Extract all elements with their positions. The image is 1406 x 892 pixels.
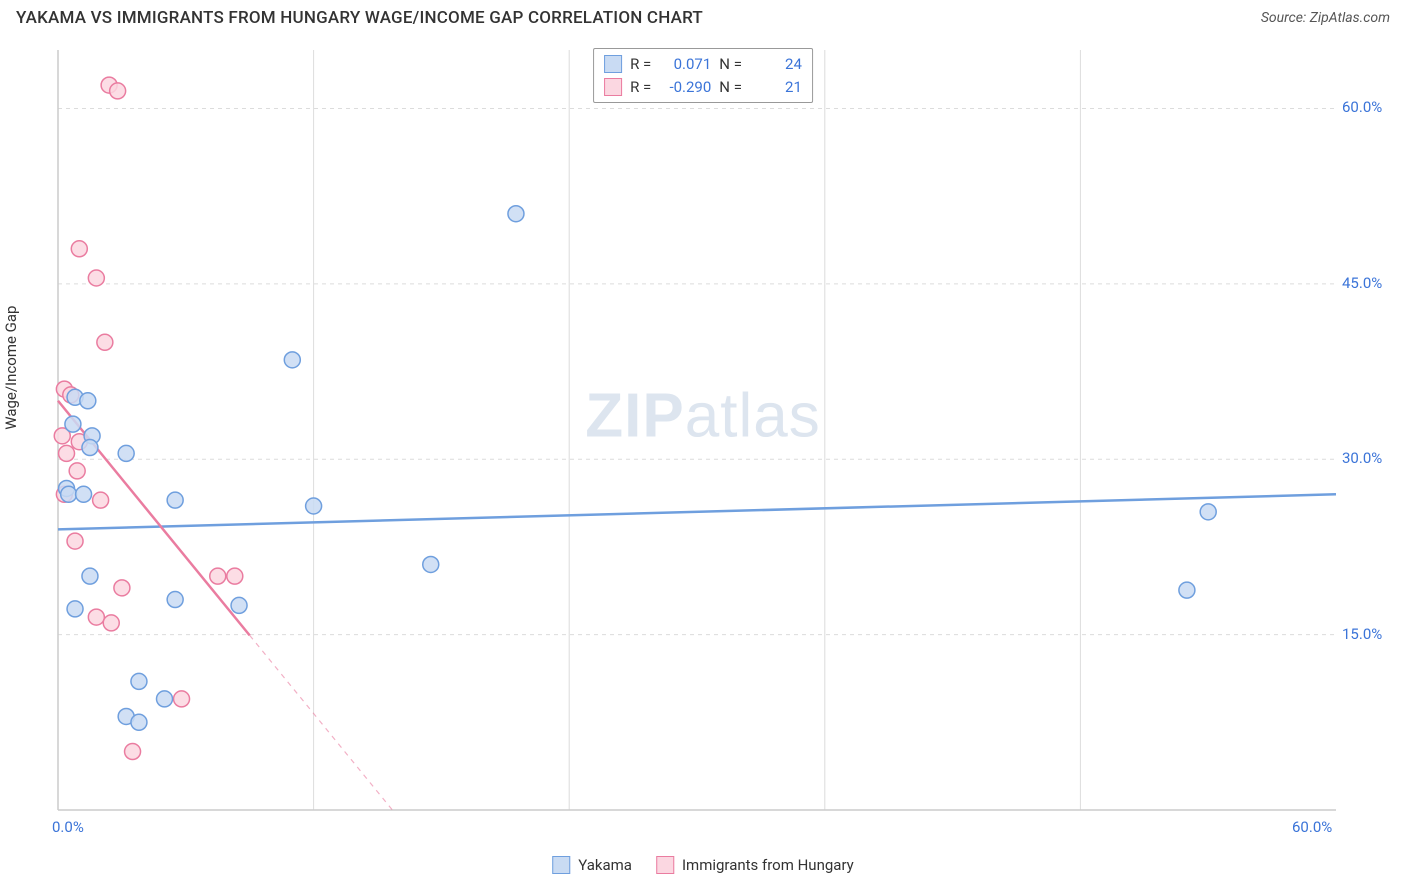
data-point-yakama — [82, 440, 98, 456]
data-point-yakama — [131, 673, 147, 689]
r-label: R = — [630, 53, 651, 76]
r-label-2: R = — [630, 76, 651, 99]
y-tick-label: 60.0% — [1342, 98, 1382, 116]
data-point-yakama — [80, 393, 96, 409]
data-point-hungary — [103, 615, 119, 631]
n-label-2: N = — [719, 76, 742, 99]
data-point-yakama — [231, 597, 247, 613]
data-point-hungary — [93, 492, 109, 508]
data-point-hungary — [88, 270, 104, 286]
data-point-hungary — [227, 568, 243, 584]
data-point-yakama — [423, 556, 439, 572]
data-point-hungary — [125, 744, 141, 760]
data-point-yakama — [131, 714, 147, 730]
legend-label-hungary: Immigrants from Hungary — [682, 856, 854, 874]
data-point-hungary — [114, 580, 130, 596]
data-point-yakama — [82, 568, 98, 584]
data-point-yakama — [1179, 582, 1195, 598]
legend-swatch-hungary-b — [656, 856, 674, 874]
data-point-yakama — [118, 445, 134, 461]
n-value-1: 24 — [750, 53, 802, 76]
data-point-hungary — [97, 334, 113, 350]
data-point-hungary — [71, 241, 87, 257]
data-point-hungary — [67, 533, 83, 549]
data-point-yakama — [508, 206, 524, 222]
legend-item-hungary: Immigrants from Hungary — [656, 856, 854, 874]
chart-title: YAKAMA VS IMMIGRANTS FROM HUNGARY WAGE/I… — [16, 8, 703, 28]
legend-correlation-box: R = 0.071 N = 24 R = -0.290 N = 21 — [593, 48, 813, 103]
data-point-hungary — [174, 691, 190, 707]
legend-row-2: R = -0.290 N = 21 — [604, 76, 802, 99]
data-point-hungary — [59, 445, 75, 461]
y-tick-label: 15.0% — [1342, 625, 1382, 643]
x-tick-label: 60.0% — [1292, 818, 1332, 836]
y-tick-label: 30.0% — [1342, 449, 1382, 467]
data-point-yakama — [1200, 504, 1216, 520]
legend-swatch-hungary — [604, 78, 622, 96]
header: YAKAMA VS IMMIGRANTS FROM HUNGARY WAGE/I… — [0, 0, 1406, 32]
legend-row-1: R = 0.071 N = 24 — [604, 53, 802, 76]
data-point-yakama — [61, 486, 77, 502]
data-point-yakama — [306, 498, 322, 514]
data-point-yakama — [76, 486, 92, 502]
data-point-yakama — [157, 691, 173, 707]
data-point-hungary — [210, 568, 226, 584]
r-value-2: -0.290 — [659, 76, 711, 99]
legend-swatch-yakama — [604, 55, 622, 73]
data-point-yakama — [65, 416, 81, 432]
data-point-yakama — [284, 352, 300, 368]
legend-bottom: Yakama Immigrants from Hungary — [552, 856, 854, 874]
source-label: Source: ZipAtlas.com — [1261, 10, 1390, 26]
data-point-yakama — [167, 492, 183, 508]
n-value-2: 21 — [750, 76, 802, 99]
legend-label-yakama: Yakama — [578, 856, 632, 874]
n-label: N = — [719, 53, 742, 76]
trend-line-yakama — [58, 494, 1336, 529]
data-point-yakama — [167, 592, 183, 608]
chart-container: Wage/Income Gap ZIPatlas R = 0.071 N = 2… — [16, 40, 1390, 876]
data-point-hungary — [88, 609, 104, 625]
y-axis-label: Wage/Income Gap — [2, 306, 20, 430]
data-point-hungary — [69, 463, 85, 479]
r-value-1: 0.071 — [659, 53, 711, 76]
data-point-yakama — [67, 601, 83, 617]
y-tick-label: 45.0% — [1342, 274, 1382, 292]
data-point-hungary — [110, 83, 126, 99]
scatter-chart — [16, 40, 1390, 876]
legend-item-yakama: Yakama — [552, 856, 632, 874]
x-tick-label: 0.0% — [52, 818, 84, 836]
trend-line-hungary-dashed — [250, 635, 393, 810]
legend-swatch-yakama-b — [552, 856, 570, 874]
